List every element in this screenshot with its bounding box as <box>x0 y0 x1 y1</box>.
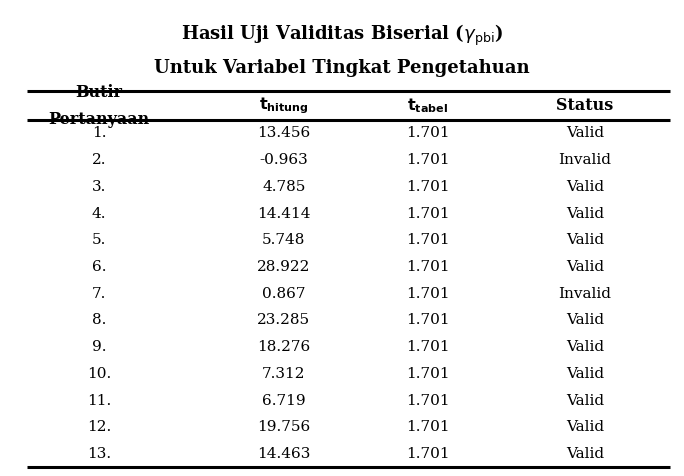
Text: 1.: 1. <box>92 126 107 140</box>
Text: 7.: 7. <box>92 287 107 301</box>
Text: 9.: 9. <box>92 340 107 354</box>
Text: 1.701: 1.701 <box>406 153 449 167</box>
Text: 23.285: 23.285 <box>257 313 311 327</box>
Text: -0.963: -0.963 <box>259 153 308 167</box>
Text: 18.276: 18.276 <box>257 340 311 354</box>
Text: 13.: 13. <box>87 447 111 461</box>
Text: Valid: Valid <box>566 394 604 407</box>
Text: Status: Status <box>556 97 614 114</box>
Text: 14.463: 14.463 <box>257 447 311 461</box>
Text: Untuk Variabel Tingkat Pengetahuan: Untuk Variabel Tingkat Pengetahuan <box>154 59 530 77</box>
Text: 0.867: 0.867 <box>262 287 306 301</box>
Text: Valid: Valid <box>566 233 604 247</box>
Text: 3.: 3. <box>92 180 107 194</box>
Text: Pertanyaan: Pertanyaan <box>49 110 150 128</box>
Text: 1.701: 1.701 <box>406 447 449 461</box>
Text: 8.: 8. <box>92 313 107 327</box>
Text: $\mathbf{t}_{\mathbf{tabel}}$: $\mathbf{t}_{\mathbf{tabel}}$ <box>407 96 448 115</box>
Text: 11.: 11. <box>87 394 111 407</box>
Text: 12.: 12. <box>87 420 111 434</box>
Text: 1.701: 1.701 <box>406 180 449 194</box>
Text: 10.: 10. <box>87 367 111 381</box>
Text: 1.701: 1.701 <box>406 126 449 140</box>
Text: 28.922: 28.922 <box>257 260 311 274</box>
Text: Valid: Valid <box>566 447 604 461</box>
Text: Invalid: Invalid <box>558 153 611 167</box>
Text: 5.: 5. <box>92 233 107 247</box>
Text: 6.719: 6.719 <box>262 394 306 407</box>
Text: 1.701: 1.701 <box>406 313 449 327</box>
Text: Butir: Butir <box>76 84 122 101</box>
Text: 1.701: 1.701 <box>406 207 449 220</box>
Text: 19.756: 19.756 <box>257 420 311 434</box>
Text: Valid: Valid <box>566 367 604 381</box>
Text: 1.701: 1.701 <box>406 233 449 247</box>
Text: 2.: 2. <box>92 153 107 167</box>
Text: Valid: Valid <box>566 260 604 274</box>
Text: Valid: Valid <box>566 180 604 194</box>
Text: 4.785: 4.785 <box>262 180 306 194</box>
Text: Hasil Uji Validitas Biserial ($\gamma_{\mathrm{pbi}}$): Hasil Uji Validitas Biserial ($\gamma_{\… <box>181 23 503 48</box>
Text: 6.: 6. <box>92 260 107 274</box>
Text: Valid: Valid <box>566 420 604 434</box>
Text: 1.701: 1.701 <box>406 420 449 434</box>
Text: $\mathbf{t}_{\mathbf{hitung}}$: $\mathbf{t}_{\mathbf{hitung}}$ <box>259 95 308 116</box>
Text: 1.701: 1.701 <box>406 287 449 301</box>
Text: 1.701: 1.701 <box>406 367 449 381</box>
Text: 5.748: 5.748 <box>262 233 306 247</box>
Text: 7.312: 7.312 <box>262 367 306 381</box>
Text: Invalid: Invalid <box>558 287 611 301</box>
Text: Valid: Valid <box>566 207 604 220</box>
Text: 13.456: 13.456 <box>257 126 311 140</box>
Text: Valid: Valid <box>566 126 604 140</box>
Text: 4.: 4. <box>92 207 107 220</box>
Text: 1.701: 1.701 <box>406 260 449 274</box>
Text: 1.701: 1.701 <box>406 394 449 407</box>
Text: 14.414: 14.414 <box>257 207 311 220</box>
Text: 1.701: 1.701 <box>406 340 449 354</box>
Text: Valid: Valid <box>566 340 604 354</box>
Text: Valid: Valid <box>566 313 604 327</box>
